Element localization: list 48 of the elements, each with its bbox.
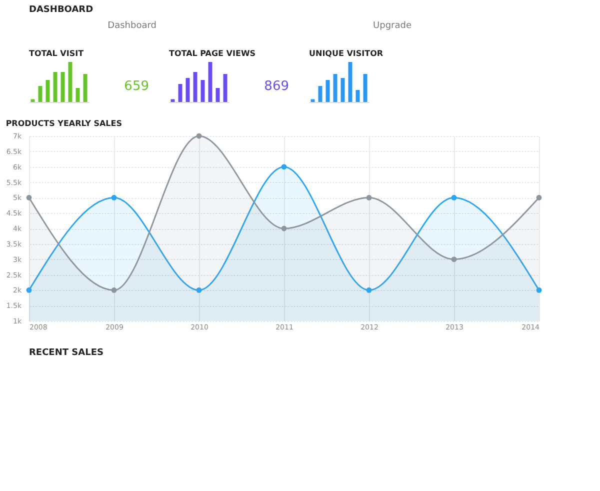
text: RECENT SALES (29, 348, 104, 358)
bar (318, 86, 322, 102)
point (366, 287, 372, 293)
text: Upgrade (373, 21, 412, 31)
chart-title: TOTAL VISIT (29, 49, 84, 58)
bar (223, 74, 228, 102)
point (451, 194, 457, 200)
point (366, 194, 372, 200)
bar (326, 80, 330, 102)
point (26, 194, 32, 200)
point (26, 287, 32, 293)
bar (83, 74, 88, 102)
bar (60, 72, 65, 102)
text: Dashboard (108, 21, 156, 31)
chart-title: PRODUCTS YEARLY SALES (6, 119, 122, 128)
bar (46, 80, 50, 102)
point (196, 287, 202, 293)
bar (333, 74, 338, 102)
point (111, 194, 117, 200)
bar (208, 62, 212, 102)
point (536, 194, 542, 200)
bar (340, 78, 345, 102)
text: 659 (124, 79, 149, 94)
bar (348, 62, 352, 102)
point (281, 164, 287, 170)
bar (193, 72, 198, 102)
point (281, 226, 287, 232)
point (536, 287, 542, 293)
chart-title: TOTAL PAGE VIEWS (169, 49, 256, 58)
bar (356, 90, 360, 102)
bar (310, 99, 315, 102)
bar (186, 78, 190, 102)
point (196, 133, 202, 139)
point (111, 287, 117, 293)
bar (170, 99, 175, 102)
bar (30, 99, 35, 102)
bar (200, 80, 205, 102)
bar (178, 84, 182, 102)
point (451, 256, 457, 262)
bar (68, 62, 72, 102)
bar (363, 74, 368, 102)
bar (216, 88, 220, 102)
bar (38, 86, 42, 102)
text: DASHBOARD (29, 5, 94, 15)
bar (53, 72, 58, 102)
chart-title: UNIQUE VISITOR (309, 49, 384, 58)
text: 869 (264, 79, 289, 94)
bar (76, 88, 80, 102)
